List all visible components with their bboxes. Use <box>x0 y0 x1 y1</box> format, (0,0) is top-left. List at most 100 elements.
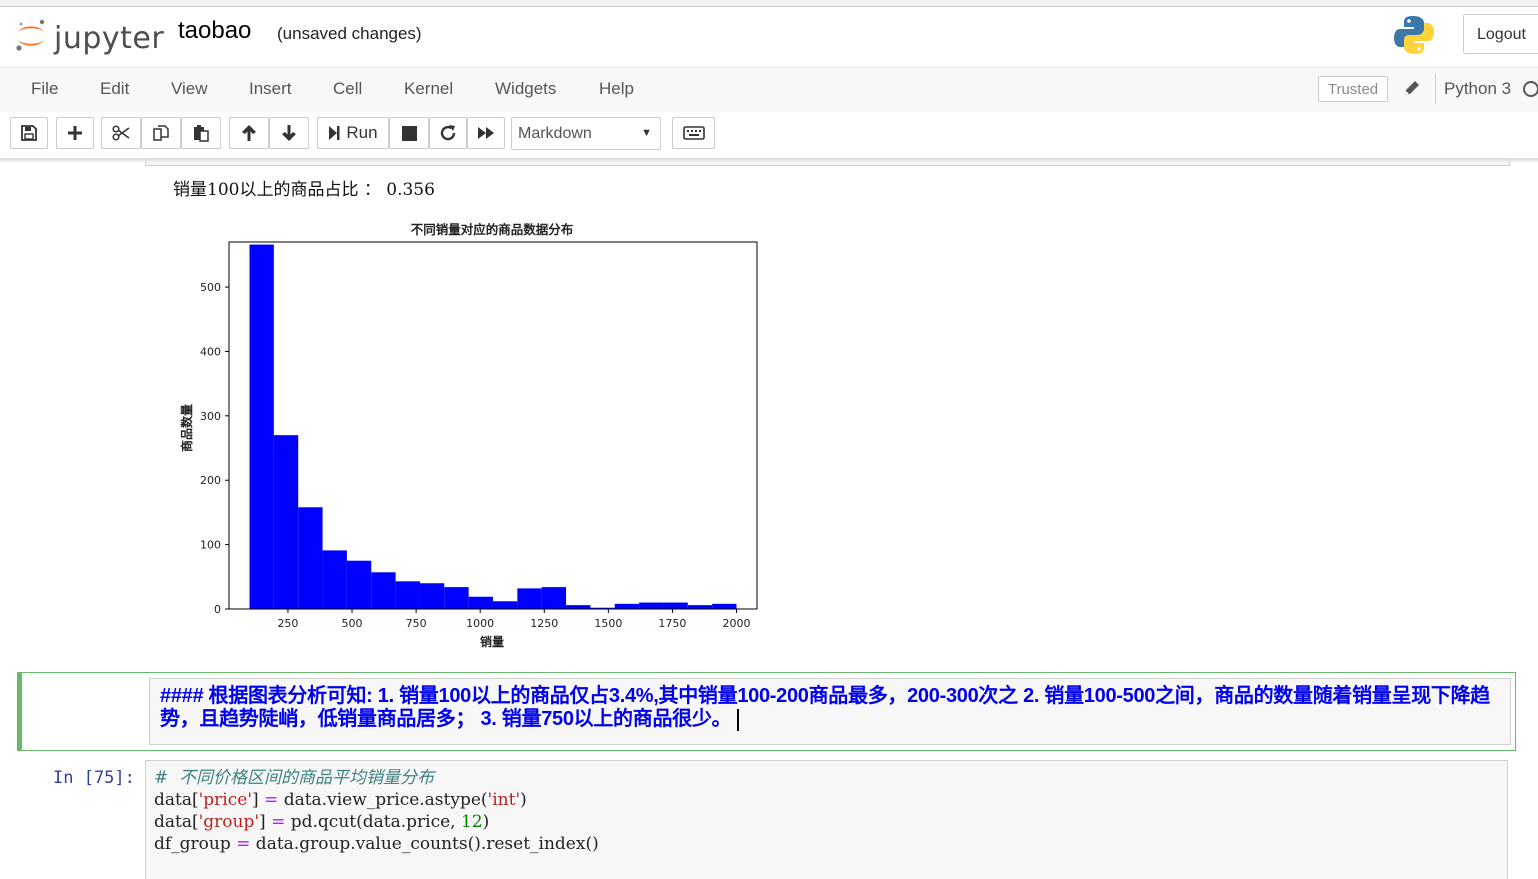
code-editor[interactable]: # 不同价格区间的商品平均销量分布 data['price'] = data.v… <box>145 760 1508 879</box>
code-token: ) <box>520 790 527 810</box>
menu-cell[interactable]: Cell <box>333 79 363 98</box>
restart-run-all-button[interactable] <box>467 117 505 149</box>
code-operator: = <box>236 834 251 854</box>
jupyter-logo[interactable]: jupyter <box>14 15 164 59</box>
histogram-bar-6 <box>395 581 420 609</box>
arrow-up-icon <box>242 125 256 141</box>
python-logo-icon <box>1394 16 1434 54</box>
histogram-bar-15 <box>614 603 640 609</box>
save-icon <box>21 125 37 141</box>
save-button[interactable] <box>10 117 48 149</box>
code-token: df_group <box>154 834 237 854</box>
code-token: data.view_price.astype( <box>278 790 488 810</box>
interrupt-kernel-button[interactable] <box>389 117 429 149</box>
histogram-bar-14 <box>590 607 615 609</box>
histogram-bar-4 <box>346 560 372 609</box>
histogram-bar-2 <box>298 507 323 609</box>
histogram-bar-0 <box>249 244 274 609</box>
histogram-bar-3 <box>322 550 347 609</box>
code-string: 'group' <box>198 812 260 832</box>
code-string: 'int' <box>487 790 521 810</box>
scissors-icon <box>112 125 130 141</box>
text-cursor <box>737 708 740 731</box>
code-line-1: # 不同价格区间的商品平均销量分布 <box>154 767 1499 789</box>
histogram-bar-16 <box>639 602 664 609</box>
trusted-indicator[interactable]: Trusted <box>1318 76 1388 102</box>
kernel-name: Python 3 <box>1444 79 1512 98</box>
run-button[interactable]: Run <box>317 117 389 149</box>
x-tick-label-7: 2000 <box>722 617 750 630</box>
menu-edit[interactable]: Edit <box>100 79 130 98</box>
keyboard-icon <box>682 126 705 140</box>
plus-icon <box>68 126 82 140</box>
menu-view[interactable]: View <box>171 79 208 98</box>
y-tick-label-0: 0 <box>214 603 221 616</box>
histogram-bar-1 <box>273 435 299 609</box>
menu-file[interactable]: File <box>31 79 59 98</box>
menu-widgets[interactable]: Widgets <box>495 79 557 98</box>
cell-type-value: Markdown <box>518 125 592 142</box>
histogram-bar-13 <box>566 605 591 609</box>
x-tick-label-3: 1000 <box>466 617 494 630</box>
histogram-bar-17 <box>663 602 688 609</box>
code-string: 'price' <box>198 790 252 810</box>
logout-button[interactable]: Logout <box>1463 14 1538 54</box>
copy-button[interactable] <box>141 117 181 149</box>
histogram-bar-19 <box>712 603 737 609</box>
markdown-cell[interactable]: #### 根据图表分析可知: 1. 销量100以上的商品仅占3.4%,其中销量1… <box>17 672 1516 751</box>
code-line-4: df_group = data.group.value_counts().res… <box>154 833 1499 855</box>
restart-kernel-button[interactable] <box>429 117 467 149</box>
code-number: 12 <box>460 812 483 832</box>
cut-button[interactable] <box>101 117 141 149</box>
command-palette-button[interactable] <box>672 117 715 149</box>
output-text: 销量100以上的商品占比 ： 0.356 <box>173 180 435 200</box>
x-tick-label-4: 1250 <box>530 617 558 630</box>
menu-insert[interactable]: Insert <box>249 79 292 98</box>
code-cell[interactable]: In [75]: # 不同价格区间的商品平均销量分布 data['price']… <box>17 758 1516 879</box>
menu-kernel[interactable]: Kernel <box>404 79 454 98</box>
y-tick-label-1: 100 <box>200 539 221 552</box>
move-down-button[interactable] <box>269 117 309 149</box>
fast-forward-icon <box>478 127 494 139</box>
code-token: ) <box>482 812 490 832</box>
menu-help[interactable]: Help <box>599 79 634 98</box>
code-comment: # 不同价格区间的商品平均销量分布 <box>154 768 435 788</box>
y-tick-label-4: 400 <box>200 345 221 358</box>
jupyter-logo-text: jupyter <box>54 21 165 56</box>
code-token: data.group.value_counts().reset_index() <box>250 834 599 854</box>
copy-icon <box>153 125 169 141</box>
cell-prompt: In [75]: <box>53 768 135 788</box>
menu-separator <box>1435 74 1436 104</box>
code-token: data[ <box>154 812 199 832</box>
cell-type-select[interactable]: Markdown ▼ <box>511 117 661 150</box>
notebook-header: jupyter taobao (unsaved changes) Logout <box>0 7 1538 67</box>
restart-icon <box>440 125 456 141</box>
histogram-bar-12 <box>541 587 567 609</box>
notebook-name[interactable]: taobao <box>178 17 252 44</box>
histogram-bar-7 <box>419 583 445 609</box>
x-tick-label-5: 1500 <box>594 617 622 630</box>
sales-histogram-chart: 不同销量对应的商品数据分布 250 500 750 1000 1250 1500 1750 2… <box>179 222 758 649</box>
notebook-content: 销量100以上的商品占比 ： 0.356 不同销量对应的商品数据分布 250 50… <box>0 158 1538 879</box>
jupyter-logo-icon <box>16 19 45 51</box>
code-line-2: data['price'] = data.view_price.astype('… <box>154 789 1499 811</box>
code-token: ] <box>252 790 265 810</box>
y-tick-label-2: 200 <box>200 474 221 487</box>
markdown-text: #### 根据图表分析可知: 1. 销量100以上的商品仅占3.4%,其中销量1… <box>160 685 1491 730</box>
histogram-bar-11 <box>517 588 542 609</box>
histogram-bar-18 <box>687 605 713 609</box>
pencil-icon[interactable] <box>1402 78 1422 98</box>
kernel-idle-icon <box>1523 81 1538 97</box>
arrow-down-icon <box>282 125 296 141</box>
chart-y-label: 商品数量 <box>179 404 194 452</box>
move-up-button[interactable] <box>229 117 269 149</box>
menu-bar: File Edit View Insert Cell Kernel Widget… <box>0 67 1538 113</box>
browser-top-edge <box>0 0 1538 7</box>
paste-button[interactable] <box>181 117 221 149</box>
save-status: (unsaved changes) <box>277 24 422 43</box>
insert-cell-button[interactable] <box>56 117 94 149</box>
run-button-label: Run <box>346 123 378 142</box>
markdown-editor[interactable]: #### 根据图表分析可知: 1. 销量100以上的商品仅占3.4%,其中销量1… <box>149 678 1511 745</box>
chart-axes-frame <box>228 241 758 610</box>
histogram-bar-8 <box>444 587 469 609</box>
